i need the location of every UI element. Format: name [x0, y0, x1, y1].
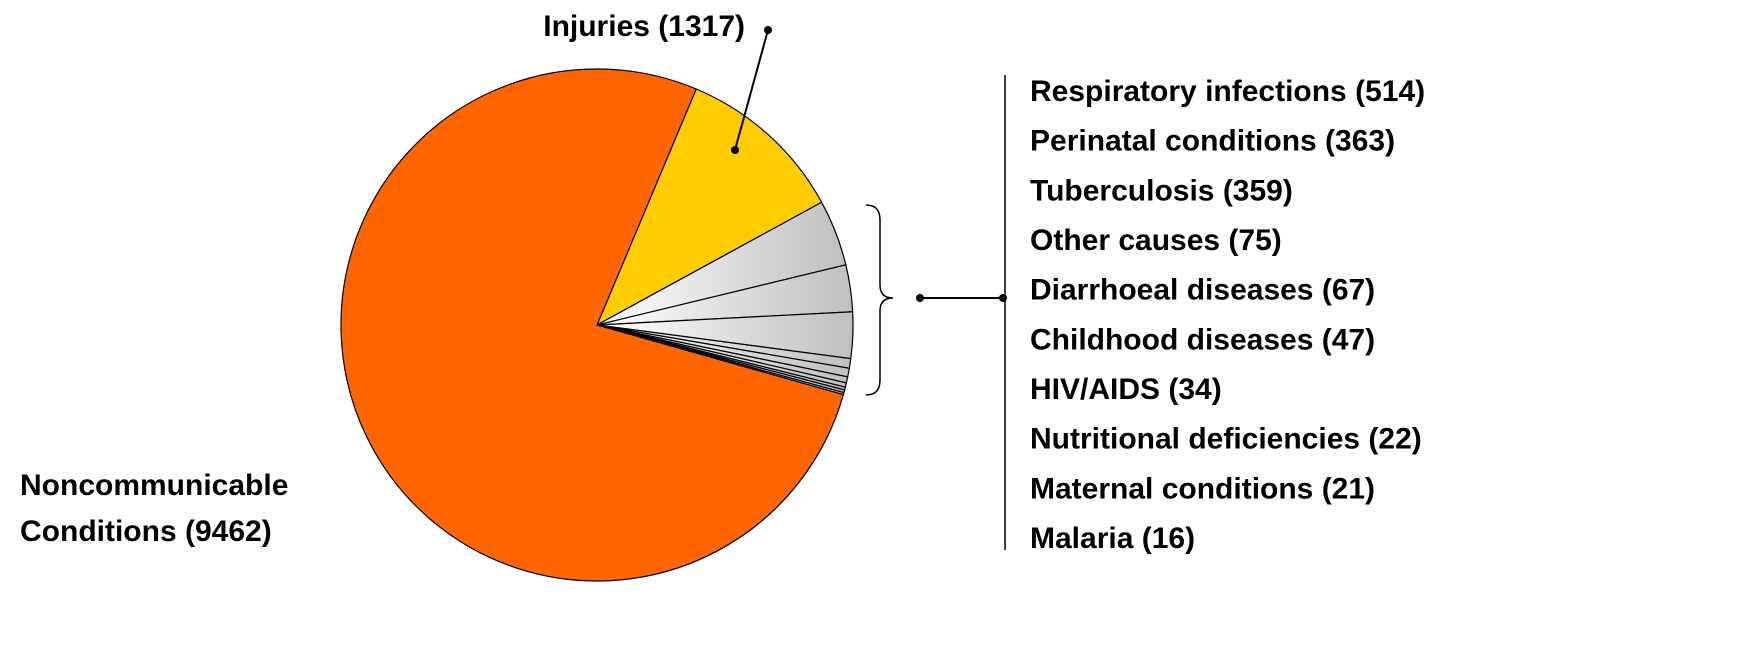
pie-slice — [595, 88, 823, 327]
legend-label: Perinatal conditions (363) — [1030, 125, 1395, 158]
legend-label: HIV/AIDS (34) — [1030, 373, 1222, 406]
bracket — [865, 204, 894, 396]
legend-label: Respiratory infections (514) — [1030, 75, 1425, 108]
pie — [340, 68, 854, 582]
legend-label: Other causes (75) — [1030, 224, 1282, 257]
leader-line — [734, 29, 769, 151]
legend-label: Tuberculosis (359) — [1030, 174, 1293, 207]
leader-dot — [731, 146, 739, 154]
connector-dot — [916, 294, 924, 302]
connector-dot — [999, 294, 1007, 302]
leader-dot — [764, 26, 772, 34]
legend-label: Nutritional deficiencies (22) — [1030, 423, 1422, 456]
legend-label: Maternal conditions (21) — [1030, 472, 1375, 505]
legend-label: Childhood diseases (47) — [1030, 323, 1375, 356]
slice-label: Noncommunicable Conditions (9462) — [20, 469, 289, 548]
slice-label: Injuries (1317) — [543, 10, 745, 43]
legend-label: Diarrhoeal diseases (67) — [1030, 274, 1375, 307]
pie-slice — [340, 68, 845, 582]
legend-label: Malaria (16) — [1030, 522, 1195, 555]
labels: Injuries (1317) Respiratory infections (5… — [543, 10, 1425, 555]
